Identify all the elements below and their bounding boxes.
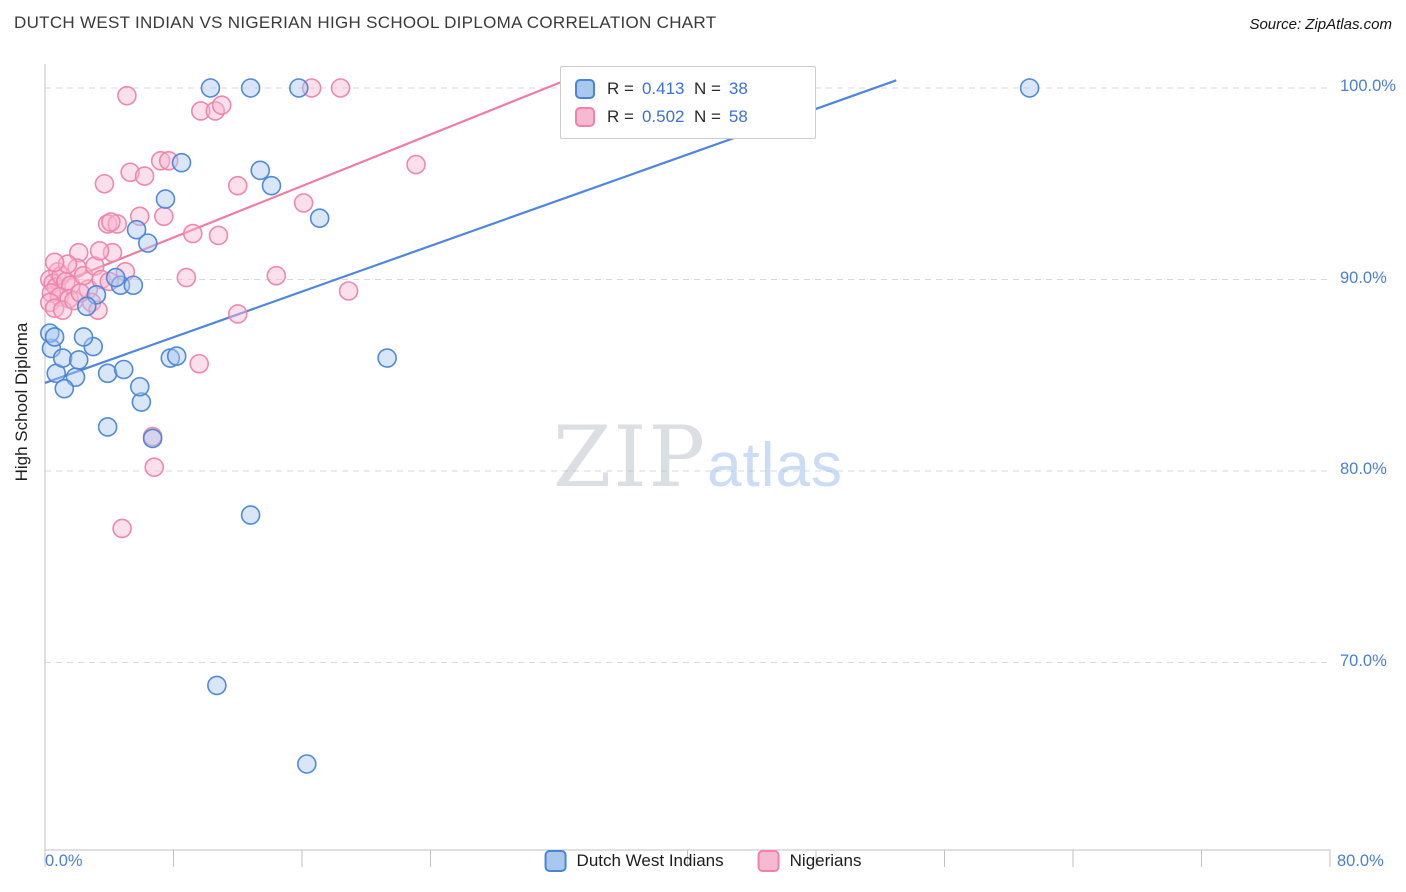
nigerians-swatch	[757, 850, 780, 872]
correlation-legend: R = 0.413 N = 38 R = 0.502 N = 58	[560, 66, 816, 139]
n-value: 58	[728, 106, 748, 126]
dutch-west-indians-label: Dutch West Indians	[576, 851, 724, 870]
dutch-west-indians-swatch	[575, 78, 595, 99]
legend-item-nigerians: Nigerians	[757, 850, 862, 872]
n-label: N =	[693, 78, 721, 98]
dutch-west-indians-swatch	[544, 850, 567, 872]
y-tick-100: 100.0%	[1340, 77, 1396, 95]
y-tick-80: 80.0%	[1340, 460, 1387, 478]
legend-item-dutch-west-indians: Dutch West Indians	[544, 850, 724, 872]
r-value: 0.413	[641, 78, 685, 98]
y-tick-70: 70.0%	[1340, 651, 1387, 670]
x-axis-min-label: 0.0%	[45, 852, 83, 870]
nigerians-swatch	[575, 106, 595, 127]
n-value: 38	[728, 78, 748, 98]
r-value: 0.502	[641, 106, 685, 126]
x-axis-max-label: 80.0%	[1337, 852, 1384, 870]
y-axis-title: High School Diploma	[12, 322, 31, 482]
legend-row-nigerians: R = 0.502 N = 58	[575, 104, 801, 129]
legend-row-dutch-west-indians: R = 0.413 N = 38	[575, 76, 801, 101]
r-label: R =	[607, 78, 634, 98]
nigerians-label: Nigerians	[789, 851, 862, 870]
n-label: N =	[693, 106, 721, 126]
page-title: DUTCH WEST INDIAN VS NIGERIAN HIGH SCHOO…	[14, 13, 717, 32]
y-tick-90: 90.0%	[1340, 268, 1387, 287]
bottom-legend: Dutch West Indians Nigerians	[544, 850, 862, 872]
source-credit: Source: ZipAtlas.com	[1249, 16, 1392, 33]
r-label: R =	[607, 106, 634, 126]
